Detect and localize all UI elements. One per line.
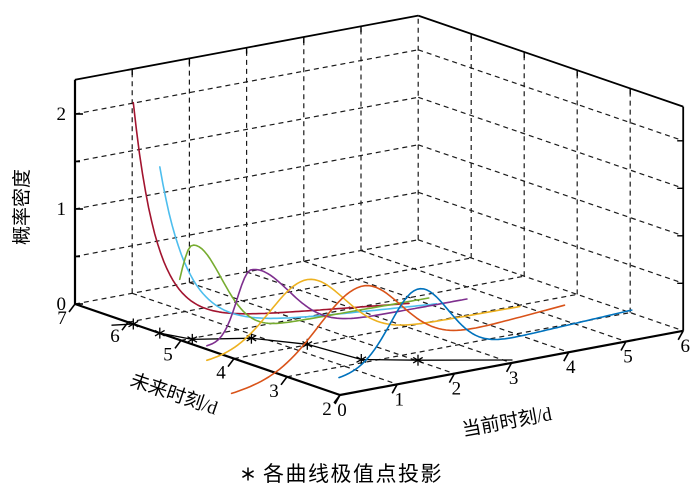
tick-label: 2 — [57, 104, 67, 125]
y-axis-label: 未来时刻/d — [127, 369, 220, 420]
z-axis-label: 概率密度 — [11, 169, 33, 245]
density-curve-7 — [338, 287, 633, 379]
tick-label: 1 — [394, 389, 404, 410]
tick-label: 7 — [57, 308, 67, 329]
tick-label: 0 — [57, 294, 67, 315]
density-curve-2 — [159, 166, 438, 320]
density-curve-1 — [132, 101, 410, 315]
density-curve-3 — [178, 244, 430, 325]
density-curve-6 — [230, 284, 566, 395]
x-axis-label: 当前时刻/d — [460, 403, 554, 441]
tick-label: 4 — [216, 363, 226, 384]
tick-label: 3 — [269, 381, 279, 402]
tick-label: 4 — [566, 357, 576, 378]
legend-label: 各曲线极值点投影 — [263, 462, 443, 486]
tick-label: 0 — [337, 400, 347, 421]
tick-label: 5 — [623, 347, 633, 368]
tick-label: 1 — [57, 199, 67, 220]
tick-label: 6 — [110, 326, 120, 347]
tick-label: 3 — [509, 368, 519, 389]
legend: 各曲线极值点投影 — [242, 462, 443, 486]
tick-label: 6 — [680, 336, 690, 357]
tick-label: 2 — [322, 399, 332, 420]
density-curve-5 — [206, 278, 521, 362]
tick-label: 2 — [452, 379, 462, 400]
tick-label: 5 — [163, 344, 173, 365]
density-curve-4 — [206, 268, 468, 347]
legend-asterisk-icon — [242, 467, 254, 481]
